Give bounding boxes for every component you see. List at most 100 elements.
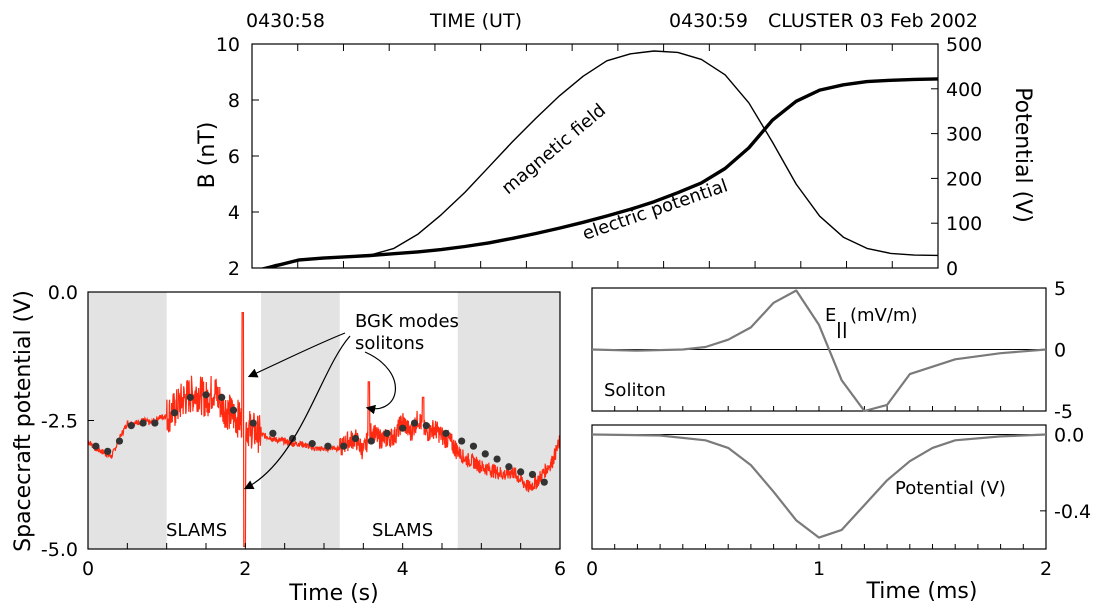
average-dot [422,422,430,430]
top-left-tick-label: 8 [228,90,240,112]
bgk-label: BGK modes [355,311,459,332]
shaded-interval [261,292,340,549]
shaded-interval [457,292,560,549]
average-dot [170,409,179,417]
electric-potential-line [259,77,938,268]
average-dot [458,437,466,445]
bl-y-tick-label: 0.0 [48,282,78,304]
efield-subscript: || [836,319,848,339]
average-dot [269,429,277,437]
top-left-tick-label: 6 [228,146,240,168]
average-dot [115,437,124,445]
bl-y-tick-label: -2.5 [41,411,78,433]
bottom-right-lower-panel: 0 1 2 0.0 -0.4 Potential (V) Time (ms) [586,424,1091,604]
efield-trace [591,289,1047,413]
top-left-tick-label: 2 [228,258,240,280]
average-dot [202,391,210,399]
average-dot [249,419,257,427]
top-left-tick-label: 10 [216,34,240,56]
br1-ticks: 5 0 -5 [591,278,1073,423]
average-dot [528,470,537,479]
br1-y-tick-label: 5 [1054,278,1066,300]
bl-x-tick-label: 2 [239,558,251,580]
bottom-right-upper-panel: 5 0 -5 E || (mV/m) Soliton [591,278,1073,423]
average-dot [127,422,135,430]
average-dot [442,429,450,437]
arrow-to-bgk-dip [243,335,351,490]
solitons-label: solitons [355,333,424,354]
top-right-axis-title: Potential (V) [1010,87,1035,223]
top-left-tick-label: 4 [228,202,240,224]
bottom-left-panel: 0 2 4 6 0.0 -2.5 -5.0 Spacecraft potential (V)… [11,282,566,606]
bl-x-tick-label: 0 [82,558,94,580]
spacecraft-potential-trace [88,312,560,547]
top-left-axis-title: B (nT) [195,122,220,189]
header-time-right: 0430:59 [669,10,748,32]
average-dot [481,450,489,458]
header-mission-date: CLUSTER 03 Feb 2002 [768,10,978,32]
bl-x-tick-label: 6 [554,558,566,580]
average-dot [367,437,375,445]
average-dot [104,447,112,455]
soliton-label: Soliton [604,380,666,401]
average-dot [218,393,226,401]
average-dot [92,442,100,450]
potential-inner-label: Potential (V) [895,478,1006,499]
top-right-tick-label: 200 [946,168,982,190]
average-dot [351,434,360,443]
average-dot [383,429,391,437]
top-right-tick-label: 100 [946,213,982,235]
bl-ticks: 0 2 4 6 0.0 -2.5 -5.0 [41,282,566,580]
header-time-left: 0430:58 [246,10,325,32]
bl-shades [88,292,560,549]
slams-label-1: SLAMS [166,520,227,541]
bl-x-tick-label: 4 [397,558,409,580]
slams-label-2: SLAMS [372,520,433,541]
arrow-to-soliton [364,351,396,415]
average-dot [151,419,159,427]
header-time-title: TIME (UT) [429,10,522,32]
top-right-tick-label: 400 [946,79,982,101]
average-dot [540,478,548,486]
average-dot [493,455,501,463]
br2-y-tick-label: 0.0 [1054,425,1084,447]
average-dot [324,442,332,450]
average-dot [139,419,147,427]
arrow-to-bgk-peak [247,332,346,378]
bl-trace [88,312,560,547]
average-dot [410,419,419,427]
br1-y-tick-label: 0 [1054,340,1066,362]
magnetic-field-label: magnetic field [498,100,610,199]
average-dot [469,442,478,450]
top-right-tick-label: 500 [946,34,982,56]
electric-potential-label: electric potential [580,175,731,244]
average-dot [308,440,316,448]
br2-y-tick-label: -0.4 [1054,501,1091,523]
average-dot [186,393,194,401]
br-x-axis-title: Time (ms) [866,579,978,604]
bl-y-axis-title: Spacecraft potential (V) [11,290,36,552]
bl-y-tick-label: -5.0 [41,539,78,561]
br1-y-tick-label: -5 [1054,401,1073,423]
average-dot [340,442,348,450]
top-lines [259,50,938,268]
br2-x-tick-label: 1 [813,558,825,580]
efield-unit: (mV/m) [850,305,918,326]
br2-lines [591,433,1047,539]
average-dot [229,406,238,414]
efield-label: E [825,305,836,326]
br2-ticks: 0 1 2 0.0 -0.4 [586,425,1091,580]
average-dot [505,463,513,471]
potential-trace [591,433,1047,539]
br1-lines [591,289,1047,413]
average-dot [517,468,525,476]
bl-x-axis-title: Time (s) [288,581,378,606]
bl-dots [92,391,548,486]
top-right-tick-label: 0 [946,258,958,280]
br2-x-tick-label: 2 [1040,558,1052,580]
average-dot [399,424,407,432]
